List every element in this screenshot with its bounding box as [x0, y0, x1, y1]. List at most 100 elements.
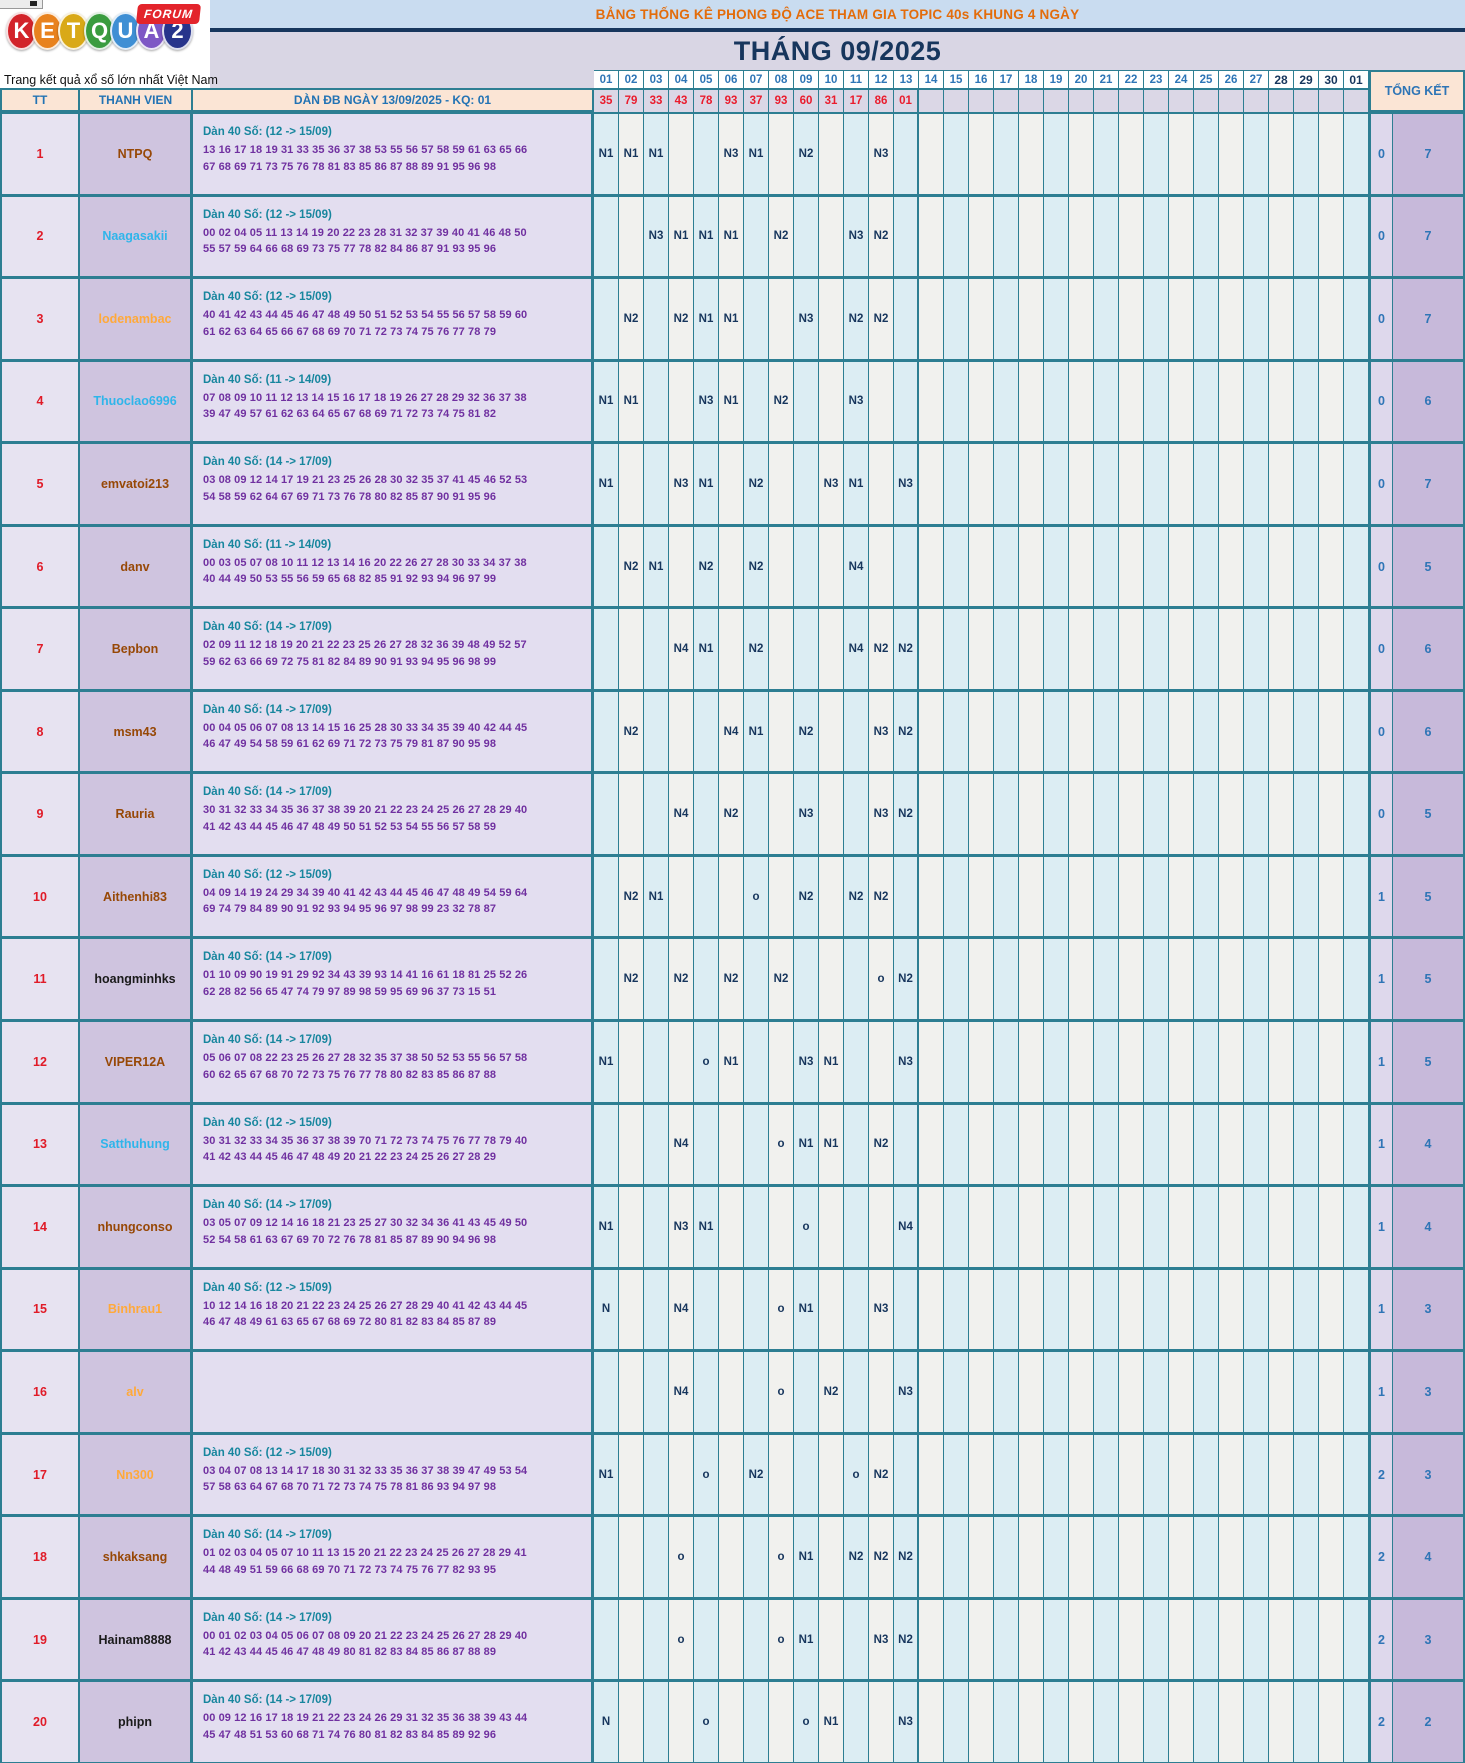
- row-index: 1: [0, 114, 80, 194]
- dan-range-title: Dàn 40 Số: (12 -> 15/09): [203, 208, 332, 221]
- day-mark-cell: [1044, 1517, 1069, 1597]
- daily-result-cell: [1094, 88, 1119, 112]
- day-mark-cell: [1244, 114, 1269, 194]
- day-mark-cell: [994, 361, 1019, 442]
- day-mark-cell: N1: [694, 196, 719, 277]
- day-mark-cell: N3: [794, 1022, 819, 1102]
- dan-numbers-line: 00 03 05 07 08 10 11 12 13 14 16 20 22 2…: [203, 556, 527, 569]
- day-mark-cell: [1094, 1187, 1119, 1267]
- day-mark-cell: N4: [844, 609, 869, 689]
- day-mark-cell: [1194, 1022, 1219, 1102]
- day-mark-cell: [894, 1434, 919, 1515]
- day-mark-cell: [1069, 1104, 1094, 1185]
- day-mark-cell: [1244, 774, 1269, 854]
- member-row: 13 Satthuhung Dàn 40 Số: (12 -> 15/09) 30 3…: [0, 1104, 1465, 1188]
- day-mark-cell: [944, 444, 969, 524]
- day-mark-cell: [769, 1682, 794, 1762]
- row-index: 6: [0, 526, 80, 607]
- dan-range-title: Dàn 40 Số: (12 -> 15/09): [203, 291, 332, 304]
- day-mark-cell: [1144, 691, 1169, 772]
- day-mark-cell: N2: [619, 691, 644, 772]
- day-mark-cell: [1344, 1434, 1369, 1515]
- day-mark-cell: N2: [844, 279, 869, 359]
- day-mark-cell: [744, 1104, 769, 1185]
- daily-result-cell: [1219, 88, 1244, 112]
- day-mark-cell: o: [769, 1269, 794, 1350]
- day-mark-cell: [769, 1022, 794, 1102]
- daily-result-cell: 33: [644, 88, 669, 112]
- day-mark-cell: [944, 1352, 969, 1432]
- month-title: THÁNG 09/2025: [733, 35, 942, 66]
- dan-range-title: Dàn 40 Số: (14 -> 17/09): [203, 1529, 332, 1542]
- dan-range-title: Dàn 40 Số: (12 -> 15/09): [203, 1281, 332, 1294]
- member-row: 6 danv Dàn 40 Số: (11 -> 14/09) 00 03 05 07…: [0, 526, 1465, 610]
- dan-numbers-cell: Dàn 40 Số: (14 -> 17/09) 03 05 07 09 12 1…: [193, 1187, 594, 1267]
- day-mark-cell: [1344, 1022, 1369, 1102]
- total-miss-count: 0: [1369, 114, 1393, 194]
- dan-numbers-line: 30 31 32 33 34 35 36 37 38 39 20 21 22 2…: [203, 804, 528, 817]
- day-mark-cell: [1169, 939, 1194, 1020]
- daily-result-cell: [1069, 88, 1094, 112]
- day-mark-cell: [1119, 361, 1144, 442]
- day-mark-cell: [594, 1104, 619, 1185]
- day-mark-cell: [1144, 361, 1169, 442]
- dan-numbers-cell: Dàn 40 Số: (14 -> 17/09) 03 08 09 12 14 1…: [193, 444, 594, 524]
- daily-result-cell: [919, 88, 944, 112]
- day-mark-cell: [844, 774, 869, 854]
- day-mark-cell: [1319, 1599, 1344, 1680]
- day-mark-cell: N3: [894, 444, 919, 524]
- day-mark-cell: [1269, 609, 1294, 689]
- day-mark-cell: [1219, 1187, 1244, 1267]
- day-mark-cell: [769, 609, 794, 689]
- day-mark-cell: N2: [744, 1434, 769, 1515]
- dan-numbers-line: 03 08 09 12 14 17 19 21 23 25 26 28 30 3…: [203, 474, 528, 487]
- day-mark-cell: [1169, 1517, 1194, 1597]
- total-miss-count: 2: [1369, 1599, 1393, 1680]
- day-mark-cell: [619, 774, 644, 854]
- day-mark-cell: [919, 1022, 944, 1102]
- day-mark-cell: [1244, 196, 1269, 277]
- day-mark-cell: [819, 361, 844, 442]
- day-mark-cell: N4: [844, 526, 869, 607]
- day-mark-cell: [944, 361, 969, 442]
- day-mark-cell: [1094, 279, 1119, 359]
- day-mark-cell: [1119, 114, 1144, 194]
- day-mark-cell: [1219, 1352, 1244, 1432]
- day-mark-cell: N2: [894, 1517, 919, 1597]
- daily-result-cell: [1019, 88, 1044, 112]
- day-mark-cell: [1219, 361, 1244, 442]
- day-mark-cell: [1319, 856, 1344, 937]
- day-mark-cell: [1019, 1187, 1044, 1267]
- day-mark-cell: [1269, 1517, 1294, 1597]
- day-mark-cell: [1169, 1352, 1194, 1432]
- day-mark-cell: [819, 939, 844, 1020]
- member-name: Satthuhung: [80, 1104, 193, 1185]
- day-mark-cell: [969, 114, 994, 194]
- day-mark-cell: [1244, 444, 1269, 524]
- logo-letter: E: [32, 12, 63, 50]
- day-mark-cell: [869, 526, 894, 607]
- total-hit-count: 5: [1393, 939, 1465, 1020]
- day-mark-cell: [1169, 196, 1194, 277]
- day-mark-cell: [694, 856, 719, 937]
- day-column-header: 13: [894, 70, 919, 88]
- day-column-header: 24: [1169, 70, 1194, 88]
- day-mark-cell: [594, 1352, 619, 1432]
- dan-numbers-cell: Dàn 40 Số: (12 -> 15/09) 00 02 04 05 11 1…: [193, 196, 594, 277]
- day-mark-cell: [1344, 114, 1369, 194]
- daily-result-cell: [1194, 88, 1219, 112]
- member-name: phipn: [80, 1682, 193, 1762]
- total-miss-count: 2: [1369, 1682, 1393, 1762]
- day-mark-cell: [1194, 1187, 1219, 1267]
- member-row: 20 phipn Dàn 40 Số: (14 -> 17/09) 00 09 12 …: [0, 1682, 1465, 1763]
- day-mark-cell: [819, 196, 844, 277]
- dan-range-title: Dàn 40 Số: (11 -> 14/09): [203, 373, 332, 386]
- day-mark-cell: [1194, 774, 1219, 854]
- day-mark-cell: N1: [719, 196, 744, 277]
- day-mark-cell: [1219, 444, 1244, 524]
- day-mark-cell: N3: [669, 444, 694, 524]
- day-mark-cell: [1119, 1434, 1144, 1515]
- dan-numbers-line: 00 09 12 16 17 18 19 21 22 23 24 26 29 3…: [203, 1712, 528, 1725]
- member-name: Rauria: [80, 774, 193, 854]
